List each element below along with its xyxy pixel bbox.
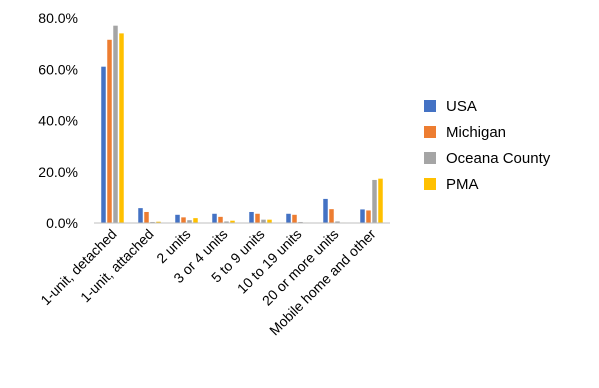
bar (335, 221, 340, 223)
y-tick-label: 40.0% (38, 113, 78, 129)
bar (156, 221, 161, 223)
legend-label: USA (446, 98, 477, 115)
bar (378, 178, 383, 223)
bar (175, 214, 180, 223)
y-axis-ticks: 0.0% 20.0% 40.0% 60.0% 80.0% (38, 10, 78, 231)
bar (144, 211, 149, 223)
bar (101, 66, 106, 223)
bar (255, 213, 260, 223)
bar (138, 208, 143, 223)
bar (267, 219, 272, 223)
bars (101, 25, 383, 223)
bar (107, 39, 112, 223)
legend-swatch (424, 152, 436, 164)
bar (329, 209, 334, 223)
y-tick-label: 80.0% (38, 10, 78, 26)
bar (261, 219, 266, 223)
bar (150, 221, 155, 223)
bar (366, 210, 371, 223)
bar (212, 213, 217, 223)
bar (224, 221, 229, 223)
bar (230, 220, 235, 223)
bar (372, 179, 377, 223)
bar (323, 198, 328, 223)
legend-label: PMA (446, 176, 479, 193)
bar (181, 217, 186, 223)
legend-label: Michigan (446, 124, 506, 141)
bar (187, 220, 192, 223)
bar (119, 33, 124, 223)
y-tick-label: 0.0% (46, 215, 78, 231)
bar (286, 213, 291, 223)
legend-swatch (424, 100, 436, 112)
bar (113, 25, 118, 223)
legend-swatch (424, 126, 436, 138)
bar (298, 221, 303, 223)
bar (218, 216, 223, 223)
legend: USA Michigan Oceana County PMA (424, 98, 551, 193)
y-tick-label: 20.0% (38, 164, 78, 180)
bar (193, 218, 198, 223)
bar (360, 209, 365, 223)
bar (292, 214, 297, 223)
bar (249, 211, 254, 223)
legend-label: Oceana County (446, 150, 551, 167)
legend-swatch (424, 178, 436, 190)
y-tick-label: 60.0% (38, 61, 78, 77)
